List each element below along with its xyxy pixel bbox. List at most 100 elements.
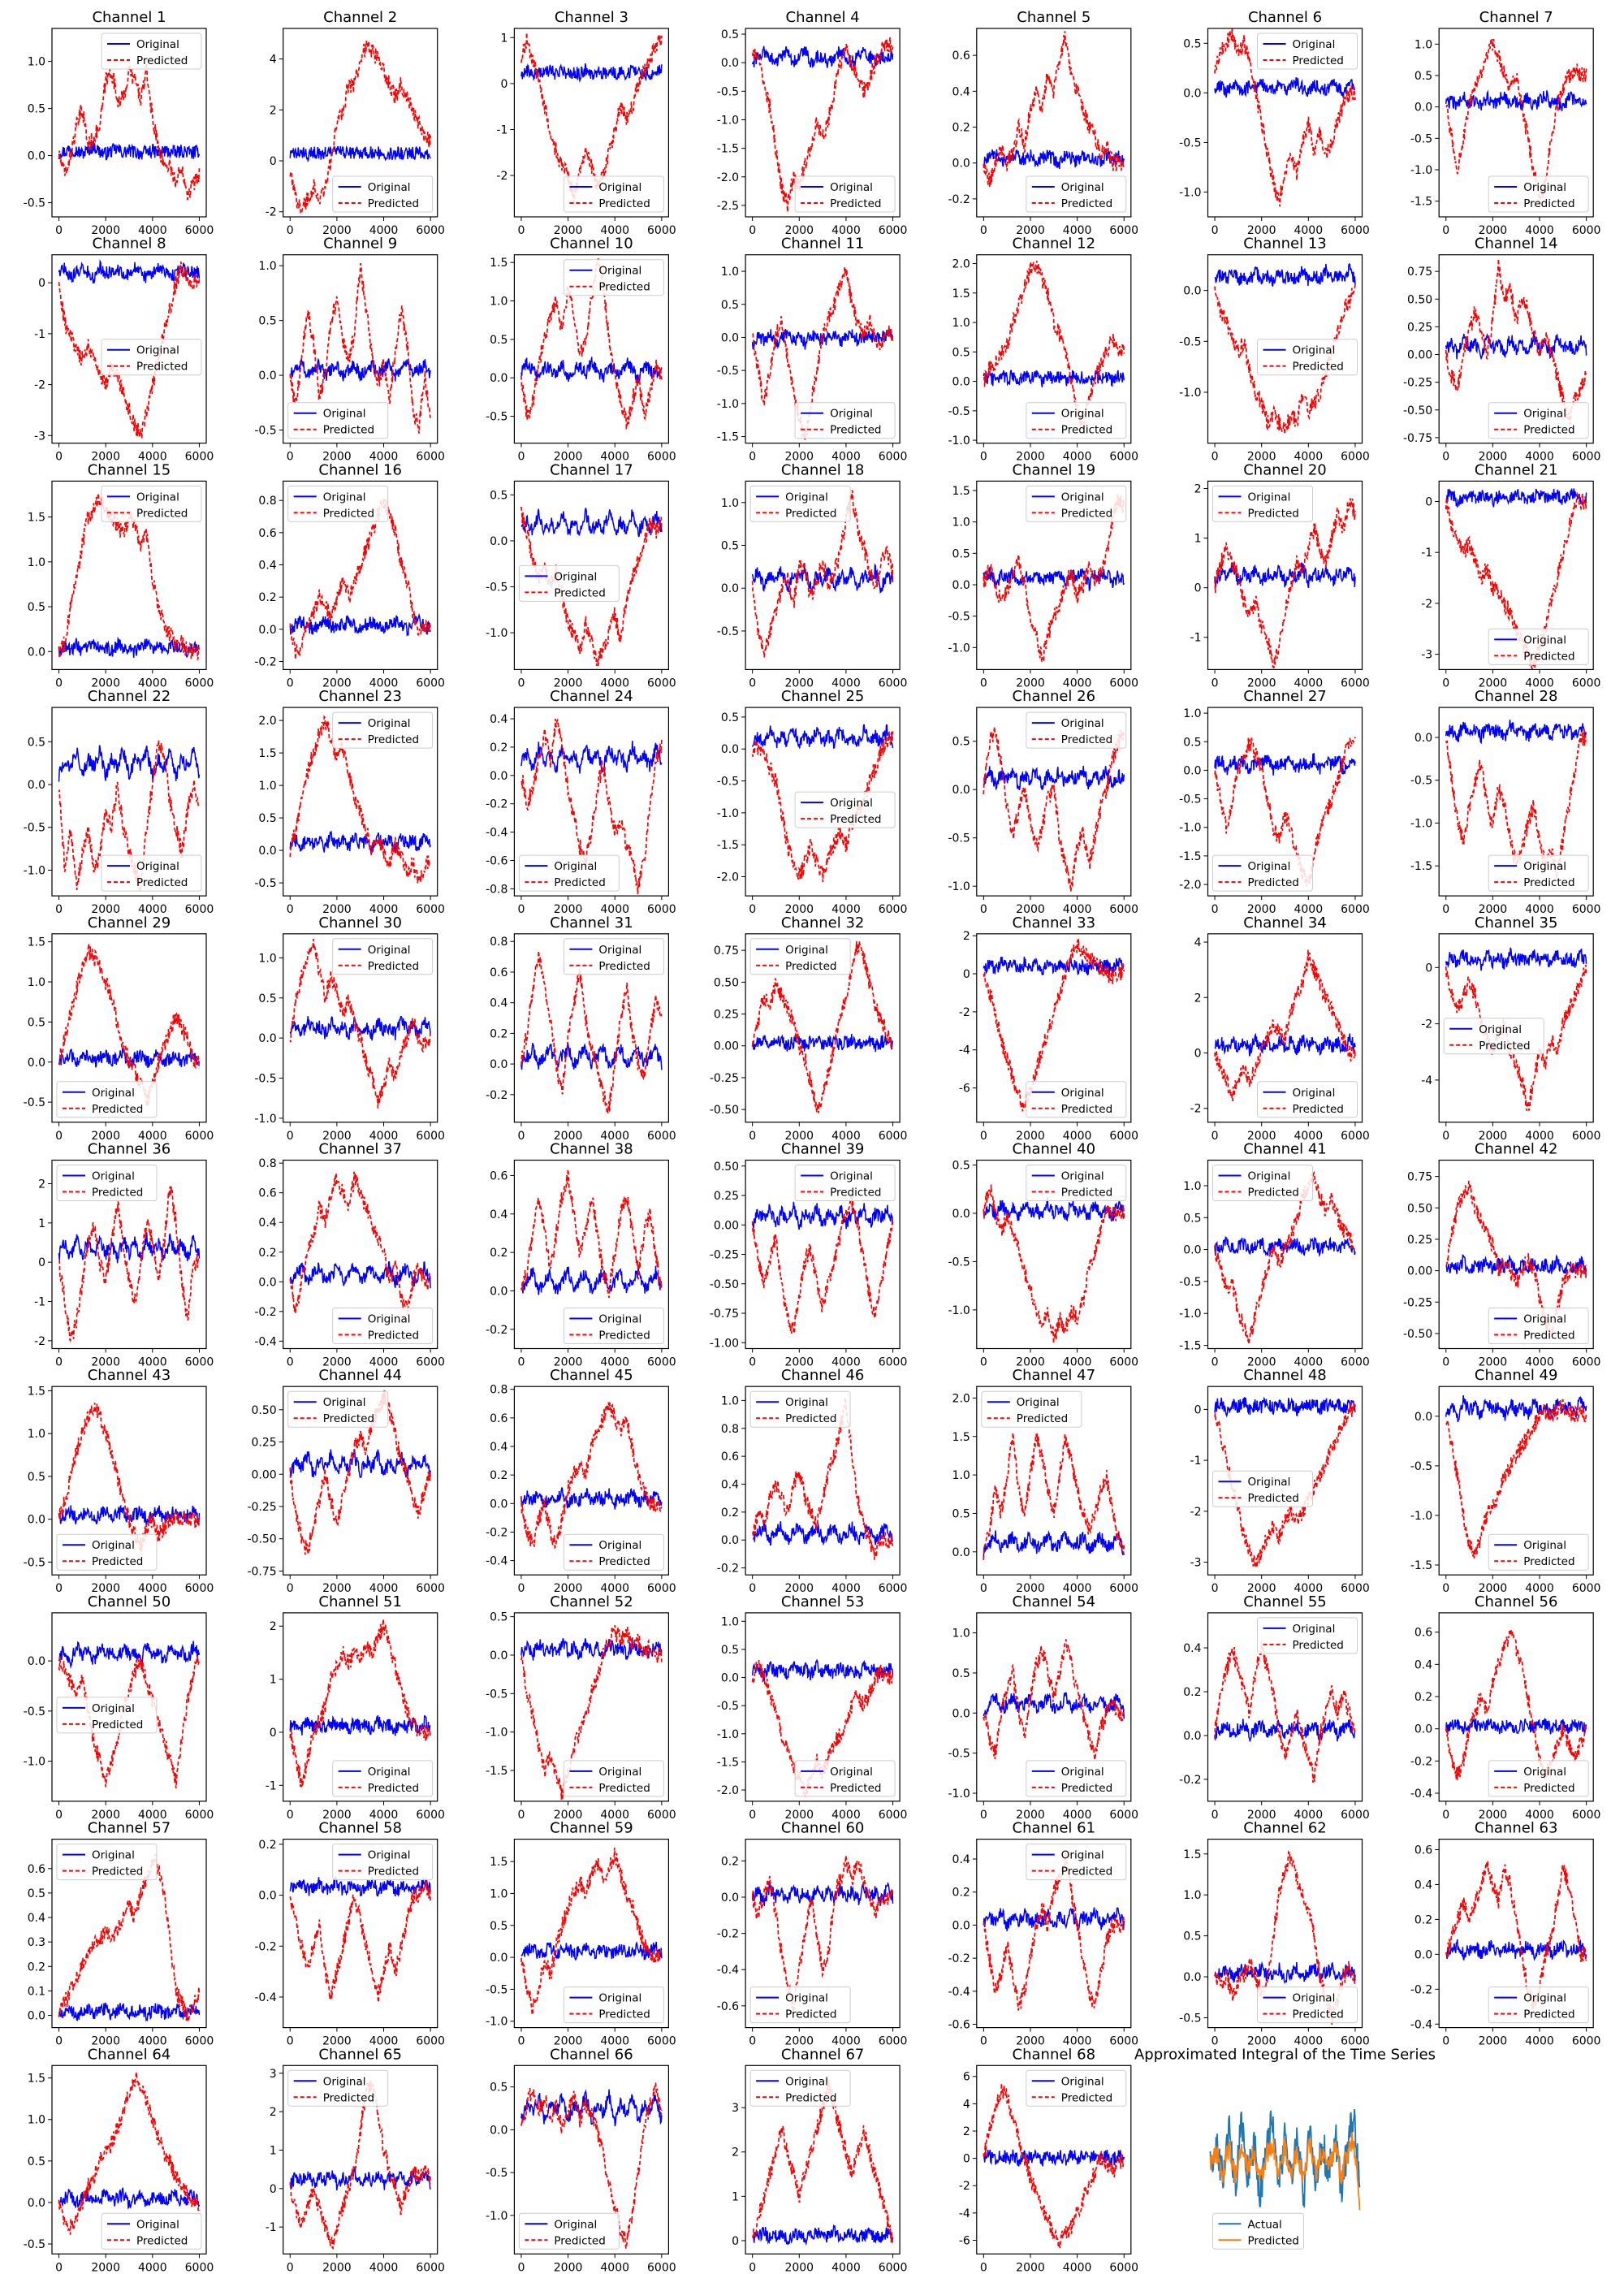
y-tick-label: -2 [34,379,45,392]
y-tick-label: 0.6 [1415,1844,1432,1857]
legend: Original Predicted [1212,485,1313,522]
y-tick-label: 0.0 [490,535,508,548]
series-line-original [289,1260,431,1289]
x-tick-label: 2000 [322,451,352,464]
series-line-predicted [520,1625,663,1801]
plot-title: Channel 20 [1243,461,1327,478]
x-tick-label: 2000 [322,677,352,690]
y-tick-label: 0 [1194,1403,1202,1416]
x-tick-label: 0 [1442,1356,1449,1369]
legend-box [563,1308,664,1344]
channel-plot-4: Channel 4 0.5 0.0 -0.5 -1.0 -1.5 -2.0 -2.5 0 2000… [717,9,908,237]
legend-label-original: Original [1248,860,1291,873]
x-tick-label: 6000 [1341,2035,1370,2048]
x-tick-label: 2000 [1016,1356,1045,1369]
series-line-predicted [289,497,431,659]
y-tick-label: 0.6 [490,1169,508,1182]
y-tick-label: 0.50 [714,976,739,989]
x-tick-label: 0 [287,451,294,464]
y-tick-label: 1.0 [1415,38,1432,51]
legend: Original Predicted [1488,175,1589,213]
y-tick-label: 2 [270,2106,277,2119]
legend-label-predicted: Predicted [92,1555,143,1568]
legend-label-predicted: Predicted [368,197,419,210]
plot-title: Channel 6 [1248,9,1322,26]
plot-title: Channel 5 [1017,9,1091,26]
legend-label-predicted: Predicted [785,2008,836,2021]
x-tick-label: 6000 [879,677,908,690]
legend-label-predicted: Predicted [598,960,650,973]
y-tick-label: -0.2 [948,193,970,206]
x-tick-label: 2000 [784,2035,814,2048]
series-line-predicted [752,1397,894,1560]
channel-plot-43: Channel 43 1.5 1.0 0.5 0.0 -0.5 0 2000 4000 6000 O… [24,1367,214,1595]
y-tick-label: 0.75 [1407,266,1432,279]
plot-frame [745,933,901,1123]
y-tick-label: -0.25 [247,1501,276,1514]
x-tick-label: 6000 [416,1809,445,1822]
plot-title: Channel 52 [550,1593,633,1610]
legend-box [1257,1987,1358,2024]
legend-label-original: Original [323,2075,366,2088]
series-line-original [751,724,894,749]
legend-label-predicted: Predicted [136,361,188,374]
x-tick-label: 4000 [1525,1809,1554,1822]
series-line-original [520,63,663,84]
plot-title: Channel 16 [318,461,402,478]
x-tick-label: 4000 [831,451,861,464]
y-tick-label: 1 [270,2144,277,2157]
legend-box [332,1760,434,1797]
y-tick-label: 0.8 [258,495,276,508]
y-tick-label: 0.5 [28,2155,45,2168]
x-tick-label: 4000 [1063,2035,1092,2048]
y-tick-label: 0.5 [721,28,739,41]
x-tick-label: 4000 [1294,2035,1323,2048]
y-tick-label: 0.5 [952,1507,970,1520]
legend-label-original: Original [785,944,828,957]
plot-title: Channel 12 [1013,236,1096,253]
x-tick-label: 0 [980,1582,987,1595]
y-tick-label: -2 [266,206,277,219]
y-tick-label: -0.5 [486,2167,508,2180]
plot-title: Channel 14 [1475,236,1558,253]
y-tick-label: -0.5 [948,1256,970,1269]
legend-label-predicted: Predicted [1523,876,1574,889]
y-tick-label: 0.0 [952,1919,970,1932]
legend-label-original: Original [1523,633,1566,646]
plot-title: Channel 35 [1475,914,1558,932]
channel-plot-35: Channel 35 0 -2 -4 0 2000 4000 6000 Original Pred… [1421,914,1600,1143]
y-tick-label: 0.4 [258,560,276,573]
series-line-predicted [751,490,894,658]
legend-label-original: Original [1293,344,1336,357]
series-line-original [1445,947,1587,971]
y-tick-label: -2.0 [1179,879,1201,892]
y-tick-label: -0.4 [254,1991,276,2004]
y-tick-label: -1.0 [486,627,508,640]
x-tick-label: 0 [980,451,987,464]
legend-box [563,175,664,213]
y-tick-label: -1 [266,1779,277,1792]
y-tick-label: 1.0 [721,266,739,279]
y-tick-label: -1 [1190,1455,1202,1468]
legend-box [794,1165,896,1201]
plot-title: Channel 25 [781,688,865,705]
plot-title: Channel 13 [1243,236,1327,253]
x-tick-label: 2000 [554,1356,583,1369]
x-tick-label: 4000 [369,1582,399,1595]
x-tick-label: 6000 [416,224,445,237]
y-tick-label: 0.5 [1183,736,1201,749]
y-tick-label: 2 [270,104,277,117]
x-tick-label: 4000 [600,2035,629,2048]
y-tick-label: -0.5 [1179,136,1201,149]
y-tick-label: 0.0 [952,376,970,389]
x-tick-label: 2000 [322,2035,352,2048]
legend-box [56,1165,158,1201]
y-tick-label: 0.0 [1415,1411,1432,1424]
legend-box [56,1697,158,1734]
y-tick-label: 0 [1194,1048,1202,1061]
legend-box [287,402,389,439]
y-tick-label: -0.4 [948,1986,970,1999]
channel-plot-29: Channel 29 1.5 1.0 0.5 0.0 -0.5 0 2000 4000 6000 O… [24,914,214,1143]
legend: Original Predicted [287,2069,389,2107]
legend-label-predicted: Predicted [136,2234,188,2247]
